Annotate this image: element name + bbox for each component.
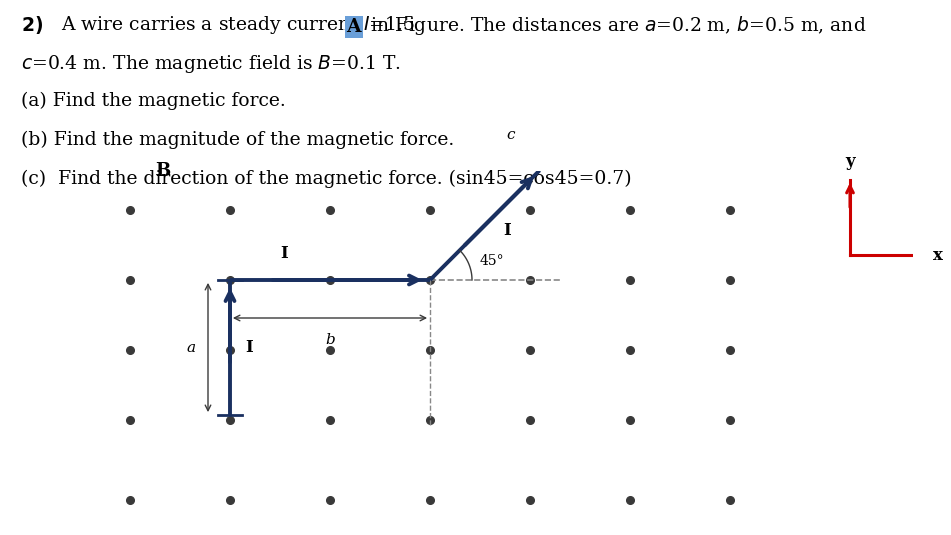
Text: x: x (933, 247, 942, 264)
Text: I: I (245, 339, 253, 356)
Text: (a) Find the magnetic force.: (a) Find the magnetic force. (21, 92, 285, 110)
Text: $\mathit{c}$=0.4 m. The magnetic field is $\mathit{B}$=0.1 T.: $\mathit{c}$=0.4 m. The magnetic field i… (21, 53, 400, 75)
Text: I: I (280, 245, 288, 262)
Text: A wire carries a steady current $\mathit{I}$=1.5: A wire carries a steady current $\mathit… (61, 14, 417, 36)
Text: in Figure. The distances are $\mathit{a}$=0.2 m, $\mathit{b}$=0.5 m, and: in Figure. The distances are $\mathit{a}… (365, 14, 866, 37)
Text: I: I (503, 221, 511, 239)
Text: b: b (325, 333, 335, 347)
Text: a: a (187, 340, 196, 355)
Text: c: c (506, 128, 514, 142)
Text: B: B (155, 162, 170, 180)
Text: y: y (845, 153, 855, 170)
Text: 45°: 45° (480, 254, 505, 268)
Text: $\mathbf{2)}$: $\mathbf{2)}$ (21, 14, 43, 36)
Text: (c)  Find the direction of the magnetic force. (sin45=cos45=0.7): (c) Find the direction of the magnetic f… (21, 170, 631, 188)
Text: (b) Find the magnitude of the magnetic force.: (b) Find the magnitude of the magnetic f… (21, 131, 454, 149)
Text: A: A (346, 18, 361, 36)
